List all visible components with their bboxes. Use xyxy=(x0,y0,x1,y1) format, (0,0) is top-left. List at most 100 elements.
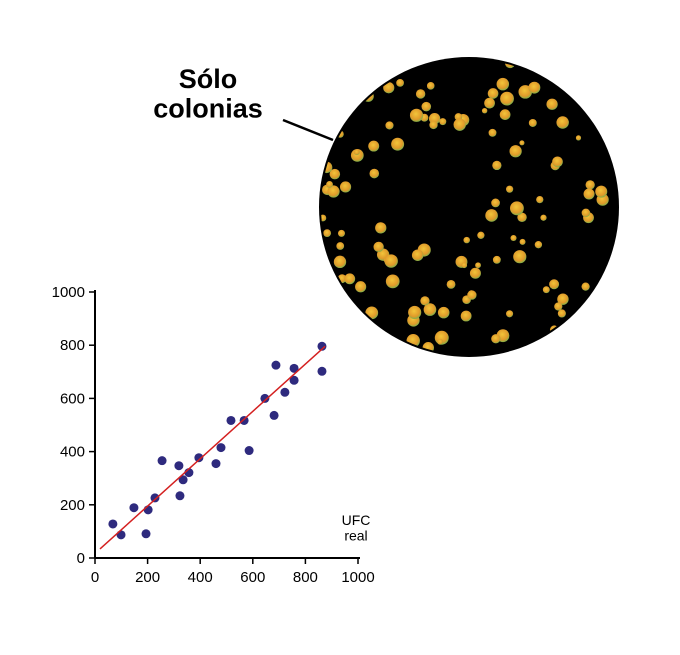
colony xyxy=(327,185,340,198)
colony xyxy=(510,201,524,216)
colony xyxy=(585,180,595,190)
colony xyxy=(353,149,360,156)
annotation: Sólo colonias xyxy=(153,64,263,124)
colony xyxy=(506,185,514,193)
point xyxy=(178,475,188,485)
colony xyxy=(487,88,499,99)
x-tick-label: 800 xyxy=(293,569,318,586)
colony xyxy=(499,109,511,121)
y-tick-label: 800 xyxy=(60,337,85,354)
colony xyxy=(409,108,424,122)
x-tick-label: 0 xyxy=(91,569,99,586)
x-tick-label: 200 xyxy=(135,569,160,586)
colony xyxy=(385,121,394,130)
colony xyxy=(477,231,485,239)
colony xyxy=(429,120,438,130)
point xyxy=(280,387,290,397)
colony xyxy=(384,254,398,268)
x-axis-label: UFC real xyxy=(342,512,371,543)
colony xyxy=(488,128,497,137)
colony xyxy=(549,279,560,290)
colony xyxy=(415,89,426,99)
point xyxy=(141,529,151,539)
colony xyxy=(581,208,591,218)
point xyxy=(244,446,254,456)
colony xyxy=(461,262,468,269)
x-tick-label: 1000 xyxy=(341,569,374,586)
colony xyxy=(333,255,347,269)
colony xyxy=(500,91,514,106)
point xyxy=(150,493,160,503)
colony xyxy=(540,214,547,221)
colony xyxy=(475,262,481,269)
colony xyxy=(492,255,501,264)
point xyxy=(289,363,299,373)
colony xyxy=(339,181,352,193)
colony xyxy=(557,293,569,305)
point xyxy=(226,415,236,425)
y-tick-label: 1000 xyxy=(52,284,85,301)
colony xyxy=(453,118,466,131)
point xyxy=(194,453,204,463)
y-tick-label: 400 xyxy=(60,444,85,461)
colony xyxy=(421,101,432,112)
point xyxy=(271,360,281,370)
point xyxy=(317,341,327,351)
colony xyxy=(329,168,341,180)
point xyxy=(129,503,139,513)
colony xyxy=(491,334,501,344)
colony xyxy=(542,286,550,294)
point xyxy=(157,456,167,466)
colony xyxy=(513,250,527,264)
colony xyxy=(506,310,514,318)
colony xyxy=(581,282,590,291)
colony xyxy=(492,160,502,171)
colony xyxy=(446,280,456,289)
colony xyxy=(517,212,527,223)
colony xyxy=(536,195,544,204)
point xyxy=(174,461,184,471)
y-tick-label: 200 xyxy=(60,497,85,514)
colony xyxy=(355,281,367,293)
colony xyxy=(396,79,404,87)
colony xyxy=(485,209,498,222)
point xyxy=(108,519,118,529)
colony xyxy=(437,338,444,345)
point xyxy=(239,415,249,425)
colony xyxy=(519,238,526,245)
colony xyxy=(534,241,543,249)
colony xyxy=(552,156,563,168)
point xyxy=(317,366,327,376)
colony xyxy=(369,168,380,179)
colony xyxy=(595,185,608,198)
x-tick-label: 400 xyxy=(188,569,213,586)
colony xyxy=(344,273,356,285)
colony xyxy=(375,222,387,234)
point xyxy=(116,530,126,540)
colony xyxy=(583,188,595,200)
x-tick-label: 600 xyxy=(240,569,265,586)
colony xyxy=(365,306,379,320)
fit-line xyxy=(99,345,326,550)
colony xyxy=(373,241,384,253)
colony xyxy=(460,310,472,322)
colony xyxy=(519,140,525,146)
colony xyxy=(391,137,405,151)
colony xyxy=(481,107,488,114)
colony xyxy=(337,229,346,237)
colony xyxy=(423,303,437,316)
colony xyxy=(383,82,395,94)
colony xyxy=(546,98,558,110)
colony xyxy=(491,198,500,208)
point xyxy=(216,443,226,453)
colony xyxy=(528,81,541,94)
point xyxy=(143,505,153,515)
colony xyxy=(437,306,450,319)
colony xyxy=(426,82,435,90)
y-tick-label: 0 xyxy=(77,550,85,567)
y-tick-label: 600 xyxy=(60,390,85,407)
colony xyxy=(326,180,333,188)
colony xyxy=(420,296,430,306)
point xyxy=(269,410,279,420)
